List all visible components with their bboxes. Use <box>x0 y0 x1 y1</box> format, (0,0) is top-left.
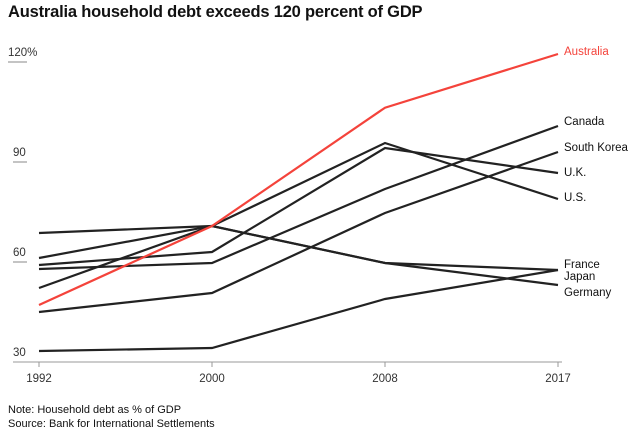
x-tick-label: 2000 <box>199 373 225 385</box>
series-label: Germany <box>564 287 612 299</box>
series-line-japan <box>38 224 559 272</box>
series-label: South Korea <box>564 142 629 154</box>
chart-note: Note: Household debt as % of GDP <box>8 404 182 416</box>
series-line-canada <box>38 124 559 271</box>
series-line-germany <box>38 224 559 290</box>
y-tick-label: 90 <box>13 147 26 159</box>
series-label: Canada <box>564 116 605 128</box>
x-tick-label: 1992 <box>26 373 52 385</box>
y-tick-label: 60 <box>13 247 26 259</box>
y-tick-label: 120% <box>8 47 37 59</box>
y-tick-label: 30 <box>13 347 26 359</box>
series-line-france <box>38 268 559 353</box>
x-tick-label: 2017 <box>545 373 571 385</box>
x-tick-label: 2008 <box>372 373 398 385</box>
series-line-u-s- <box>38 141 559 260</box>
chart-title: Australia household debt exceeds 120 per… <box>8 3 423 21</box>
series-label: Australia <box>564 46 609 58</box>
series-label: France <box>564 259 600 271</box>
series-line-u-k- <box>38 146 559 267</box>
series-line-australia <box>38 52 559 307</box>
chart-source: Source: Bank for International Settlemen… <box>8 418 215 430</box>
series-label: U.S. <box>564 192 586 204</box>
series-line-south-korea <box>38 150 559 314</box>
series-label: Japan <box>564 271 595 283</box>
series-label: U.K. <box>564 167 586 179</box>
